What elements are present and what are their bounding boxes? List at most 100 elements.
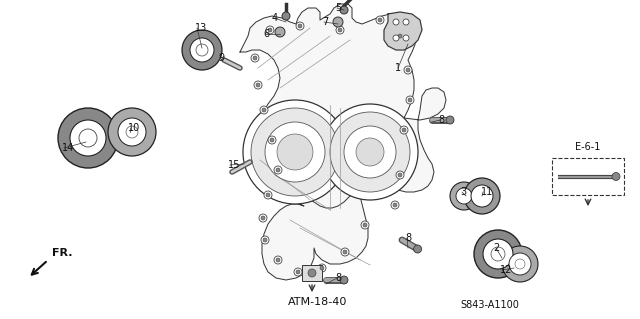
- Text: 8: 8: [438, 115, 444, 125]
- Circle shape: [190, 38, 214, 62]
- Text: 8: 8: [335, 273, 341, 283]
- Circle shape: [276, 168, 280, 172]
- Circle shape: [450, 182, 478, 210]
- Text: FR.: FR.: [52, 248, 72, 258]
- Text: 13: 13: [195, 23, 207, 33]
- Circle shape: [408, 98, 412, 102]
- Circle shape: [338, 28, 342, 32]
- Circle shape: [254, 81, 262, 89]
- Circle shape: [308, 269, 316, 277]
- Circle shape: [402, 128, 406, 132]
- Circle shape: [404, 66, 412, 74]
- Circle shape: [340, 276, 348, 284]
- Bar: [552, 158, 624, 195]
- Text: 2: 2: [493, 243, 499, 253]
- Circle shape: [256, 83, 260, 87]
- Circle shape: [268, 136, 276, 144]
- Circle shape: [393, 203, 397, 207]
- Circle shape: [464, 178, 500, 214]
- Circle shape: [340, 6, 348, 14]
- Circle shape: [376, 16, 384, 24]
- Circle shape: [320, 266, 324, 270]
- Circle shape: [243, 100, 347, 204]
- Circle shape: [413, 245, 422, 253]
- Circle shape: [406, 96, 414, 104]
- Text: 3: 3: [460, 187, 466, 197]
- Circle shape: [261, 216, 265, 220]
- Circle shape: [333, 17, 343, 27]
- Circle shape: [391, 201, 399, 209]
- Circle shape: [330, 112, 410, 192]
- Text: 8: 8: [405, 233, 411, 243]
- Circle shape: [403, 19, 409, 25]
- Circle shape: [259, 214, 267, 222]
- Circle shape: [509, 253, 531, 275]
- Text: 9: 9: [218, 53, 224, 63]
- Circle shape: [403, 35, 409, 41]
- Circle shape: [400, 126, 408, 134]
- Circle shape: [282, 12, 290, 20]
- Circle shape: [58, 108, 118, 168]
- Text: 10: 10: [128, 123, 140, 133]
- Circle shape: [515, 259, 525, 269]
- Circle shape: [108, 108, 156, 156]
- Circle shape: [393, 19, 399, 25]
- Circle shape: [502, 246, 538, 282]
- Text: 1: 1: [395, 63, 401, 73]
- Circle shape: [265, 122, 325, 182]
- Circle shape: [79, 129, 97, 147]
- Circle shape: [612, 173, 620, 181]
- Circle shape: [274, 166, 282, 174]
- Circle shape: [378, 18, 382, 22]
- Circle shape: [393, 35, 399, 41]
- Circle shape: [263, 238, 267, 242]
- Circle shape: [356, 138, 384, 166]
- Circle shape: [274, 256, 282, 264]
- Bar: [302, 265, 322, 281]
- Circle shape: [446, 116, 454, 124]
- Circle shape: [398, 34, 402, 38]
- Circle shape: [361, 221, 369, 229]
- Text: 15: 15: [228, 160, 241, 170]
- Circle shape: [406, 68, 410, 72]
- Circle shape: [396, 171, 404, 179]
- Circle shape: [277, 134, 313, 170]
- Circle shape: [261, 236, 269, 244]
- Circle shape: [491, 247, 505, 261]
- Circle shape: [322, 104, 418, 200]
- Circle shape: [126, 126, 138, 138]
- Circle shape: [268, 28, 272, 32]
- Circle shape: [318, 264, 326, 272]
- Circle shape: [396, 32, 404, 40]
- Circle shape: [398, 173, 402, 177]
- Text: 6: 6: [263, 29, 269, 39]
- Text: 11: 11: [481, 187, 493, 197]
- Circle shape: [296, 270, 300, 274]
- Text: 14: 14: [62, 143, 74, 153]
- Circle shape: [298, 24, 302, 28]
- Circle shape: [483, 239, 513, 269]
- Circle shape: [456, 188, 472, 204]
- Circle shape: [363, 223, 367, 227]
- Circle shape: [471, 185, 493, 207]
- Circle shape: [275, 27, 285, 37]
- Circle shape: [294, 268, 302, 276]
- Text: ATM-18-40: ATM-18-40: [288, 297, 348, 307]
- Circle shape: [336, 26, 344, 34]
- Circle shape: [276, 258, 280, 262]
- Circle shape: [344, 126, 396, 178]
- Circle shape: [266, 26, 274, 34]
- Circle shape: [264, 191, 272, 199]
- Circle shape: [260, 106, 268, 114]
- Circle shape: [341, 248, 349, 256]
- Circle shape: [296, 22, 304, 30]
- Circle shape: [474, 230, 522, 278]
- Circle shape: [118, 118, 146, 146]
- Circle shape: [270, 138, 274, 142]
- Text: 7: 7: [322, 17, 328, 27]
- Circle shape: [266, 193, 270, 197]
- Circle shape: [70, 120, 106, 156]
- Polygon shape: [240, 4, 446, 280]
- Text: 5: 5: [335, 3, 341, 13]
- Circle shape: [182, 30, 222, 70]
